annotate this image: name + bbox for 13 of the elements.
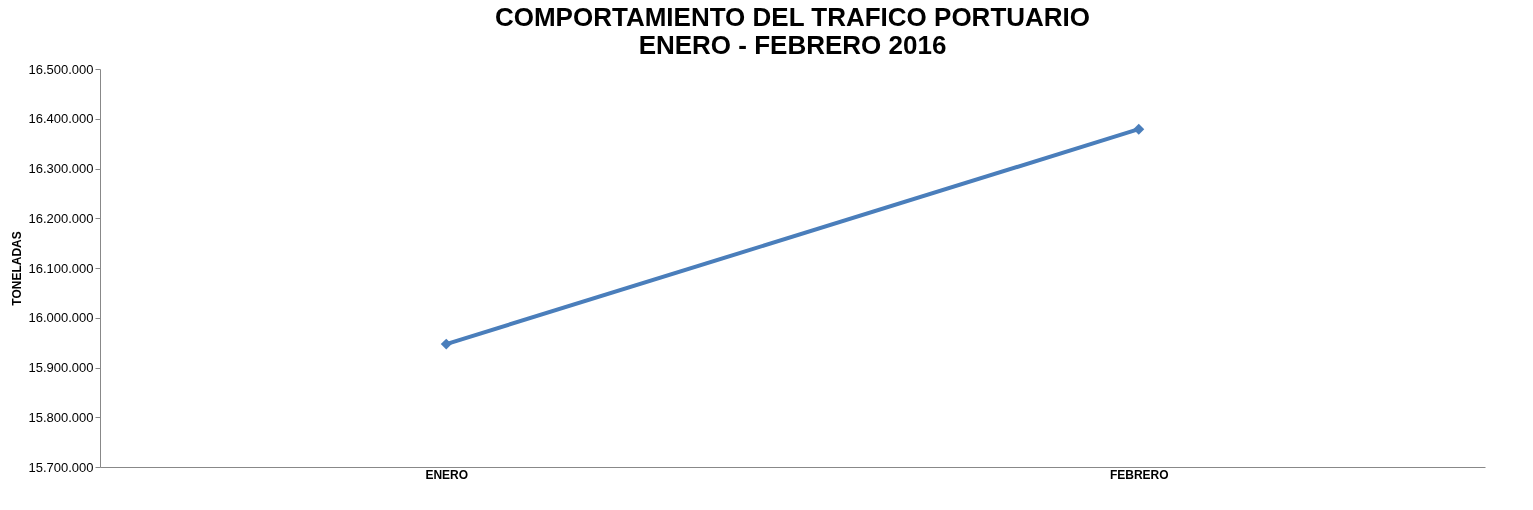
y-tick-label: 15.700.000 [28,459,94,475]
y-tick-label: 16.100.000 [28,260,94,276]
y-tick-label: 16.300.000 [28,161,94,176]
y-tick-label: 16.000.000 [28,310,94,326]
y-tick-label: 16.400.000 [28,111,94,127]
y-tick-label: 15.800.000 [28,409,94,425]
y-tick-label: 15.900.000 [28,360,94,375]
y-tick-label: 16.200.000 [28,210,94,226]
x-tick-label: ENERO [425,467,469,482]
y-axis-title: TONELADAS [10,231,25,306]
y-tick-label: 16.500.000 [28,61,94,77]
chart-title: COMPORTAMIENTO DEL TRAFICO PORTUARIO ENERO - FEBRERO 2016 [494,2,1091,60]
x-tick-label: FEBRERO [1109,467,1169,482]
